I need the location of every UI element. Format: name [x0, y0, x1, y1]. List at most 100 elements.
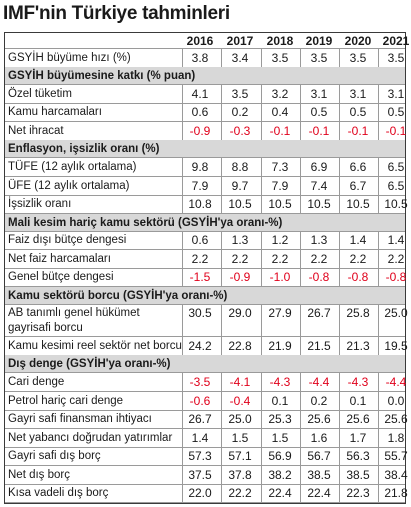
table-cell: 22.0	[188, 486, 212, 500]
table-row: Kısa vadeli dış borç 22.0 22.2 22.4 22.4 22.3…	[5, 484, 408, 503]
column-divider	[261, 231, 262, 250]
column-divider	[300, 466, 301, 485]
column-divider	[300, 85, 301, 104]
forecast-table: 2016 2017 2018 2019 2020 2021 GSYİH büyüme hız…	[4, 32, 409, 504]
table-cell: 27.9	[268, 306, 292, 320]
column-divider	[182, 85, 183, 104]
column-divider	[378, 195, 379, 214]
table-cell: 10.5	[346, 197, 370, 211]
column-divider	[182, 49, 183, 68]
table-cell: 3.5	[310, 51, 328, 65]
column-divider	[261, 195, 262, 214]
column-divider	[182, 447, 183, 466]
column-divider	[261, 392, 262, 411]
section-header-row: Dış denge (GSYİH'ya oranı-%)	[5, 355, 405, 373]
column-divider	[261, 373, 262, 392]
column-divider	[339, 447, 340, 466]
table-cell: 3.5	[387, 51, 405, 65]
column-divider	[300, 484, 301, 503]
table-row: Kamu kesimi reel sektör net borcu 24.2 22.…	[5, 337, 408, 356]
row-label: AB tanımlı genel hükümet	[8, 307, 140, 319]
table-cell: 22.4	[268, 486, 292, 500]
column-divider	[261, 177, 262, 196]
column-divider	[261, 484, 262, 503]
table-cell: 2.2	[231, 252, 249, 266]
table-cell: 56.9	[268, 449, 292, 463]
column-divider	[221, 195, 222, 214]
column-divider	[300, 49, 301, 68]
table-cell: -0.8	[347, 270, 369, 284]
table-cell: 30.5	[188, 306, 212, 320]
table-cell: 10.5	[268, 197, 292, 211]
column-divider	[339, 103, 340, 122]
table-cell: 25.0	[384, 306, 408, 320]
table-row: AB tanımlı genel hükümet gayrisafi borcu 3…	[5, 305, 408, 337]
table-cell: -0.4	[229, 394, 251, 408]
table-cell: 0.1	[349, 394, 367, 408]
row-label: ÜFE (12 aylık ortalama)	[8, 180, 130, 192]
column-divider	[221, 268, 222, 287]
column-divider	[378, 231, 379, 250]
row-label: Net yabancı doğrudan yatırımlar	[8, 432, 173, 444]
column-divider	[378, 484, 379, 503]
table-cell: -0.9	[229, 270, 251, 284]
column-divider	[300, 122, 301, 141]
table-cell: 19.5	[384, 339, 408, 353]
year-header: 2016	[186, 34, 214, 48]
table-cell: 25.3	[268, 412, 292, 426]
column-divider	[221, 122, 222, 141]
table-row: Cari denge -3.5 -4.1 -4.3 -4.4 -4.3 -4.4	[5, 373, 406, 392]
table-cell: -4.1	[229, 375, 251, 389]
table-cell: 22.2	[228, 486, 252, 500]
table-cell: 56.7	[307, 449, 331, 463]
row-label: Faiz dışı bütçe dengesi	[8, 234, 127, 246]
table-cell: 6.5	[387, 179, 405, 193]
column-divider	[221, 158, 222, 177]
table-cell: 1.5	[231, 431, 249, 445]
column-divider	[261, 85, 262, 104]
column-divider	[182, 410, 183, 429]
table-cell: 25.6	[384, 412, 408, 426]
table-cell: 38.5	[346, 468, 370, 482]
table-cell: 55.7	[384, 449, 408, 463]
table-cell: 0.6	[191, 233, 209, 247]
column-divider	[378, 410, 379, 429]
table-cell: 37.5	[188, 468, 212, 482]
column-divider	[182, 122, 183, 141]
table-cell: 1.7	[349, 431, 367, 445]
table-cell: 3.1	[387, 87, 405, 101]
year-header: 2017	[226, 34, 254, 48]
row-label: Kamu kesimi reel sektör net borcu	[8, 340, 182, 352]
column-divider	[221, 49, 222, 68]
column-divider	[261, 158, 262, 177]
column-divider	[221, 484, 222, 503]
table-cell: 25.6	[346, 412, 370, 426]
column-divider	[261, 103, 262, 122]
column-divider	[300, 429, 301, 448]
column-divider	[378, 250, 379, 269]
column-divider	[339, 85, 340, 104]
column-divider	[221, 103, 222, 122]
table-cell: 10.8	[188, 197, 212, 211]
table-cell: 3.1	[310, 87, 328, 101]
row-label: Özel tüketim	[8, 88, 72, 100]
table-cell: 25.8	[346, 306, 370, 320]
table-cell: 38.5	[307, 468, 331, 482]
table-cell: 10.5	[228, 197, 252, 211]
table-cell: 2.2	[310, 252, 328, 266]
table-row: Net yabancı doğrudan yatırımlar 1.4 1.5 1.5…	[5, 429, 405, 448]
section-label: Enflasyon, işsizlik oranı (%)	[8, 143, 160, 155]
column-divider	[300, 103, 301, 122]
column-divider	[221, 410, 222, 429]
column-divider	[221, 85, 222, 104]
row-label-continued: gayrisafi borcu	[8, 322, 83, 334]
column-divider	[378, 158, 379, 177]
column-divider	[182, 250, 183, 269]
table-cell: 26.7	[307, 306, 331, 320]
column-divider	[182, 177, 183, 196]
row-label: Genel bütçe dengesi	[8, 271, 114, 283]
row-label: GSYİH büyüme hızı (%)	[8, 52, 131, 64]
table-cell: 21.9	[268, 339, 292, 353]
column-divider	[182, 392, 183, 411]
column-divider	[300, 337, 301, 356]
